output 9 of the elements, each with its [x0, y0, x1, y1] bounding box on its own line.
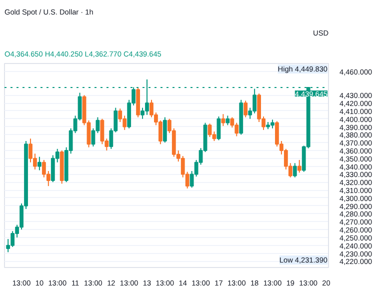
candlestick	[38, 156, 42, 171]
candlestick	[244, 100, 248, 118]
candlestick	[162, 116, 167, 144]
candlestick	[221, 114, 226, 126]
candlestick	[100, 118, 104, 145]
candlestick	[208, 123, 212, 138]
candlestick	[226, 115, 230, 126]
candlestick	[297, 159, 302, 174]
candlestick	[292, 162, 297, 178]
